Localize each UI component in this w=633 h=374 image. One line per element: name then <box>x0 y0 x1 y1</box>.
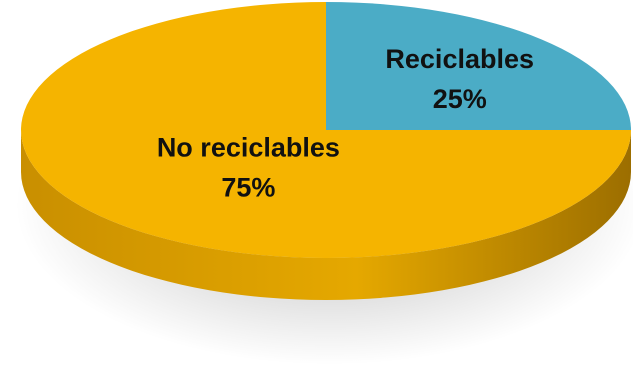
pie-slice-0 <box>326 2 631 130</box>
pie-slice-label-0: Reciclables <box>385 44 534 74</box>
pie-slice-value-1: 75% <box>221 173 275 203</box>
pie-slice-value-0: 25% <box>433 84 487 114</box>
pie-slice-side-1 <box>21 130 631 300</box>
pie-slice-1 <box>21 2 631 258</box>
pie-sides <box>21 130 631 300</box>
pie-labels: Reciclables 25% No reciclables 75% <box>157 44 534 203</box>
pie-tops <box>21 2 631 258</box>
pie-slice-label-1: No reciclables <box>157 133 340 163</box>
